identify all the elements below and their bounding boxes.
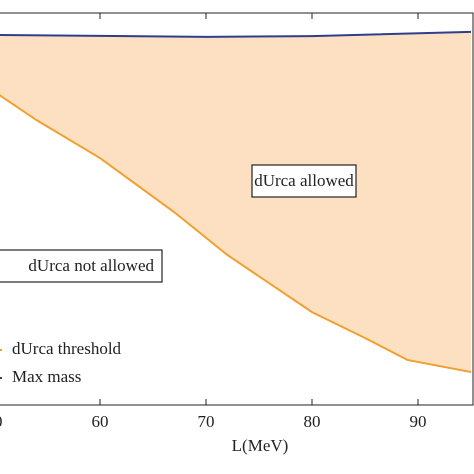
legend-label: dUrca threshold [12,339,122,358]
series-line [0,94,472,374]
annotation: dUrca not allowed [28,256,154,275]
x-tick-label: 70 [198,412,215,431]
annotation-box [0,249,163,283]
plot-area [0,31,471,373]
plot-frame [0,12,474,406]
allowed-region [0,31,471,373]
legend-label: Max mass [12,367,81,386]
annotation-box [251,164,357,198]
series-line [0,30,472,38]
x-tick-label: 80 [304,412,321,431]
annotation: dUrca allowed [254,171,354,190]
x-tick-label: 50 [0,412,3,431]
x-axis-label: L(MeV) [232,436,289,455]
x-tick-label: 60 [92,412,109,431]
x-tick-label: 90 [410,412,427,431]
